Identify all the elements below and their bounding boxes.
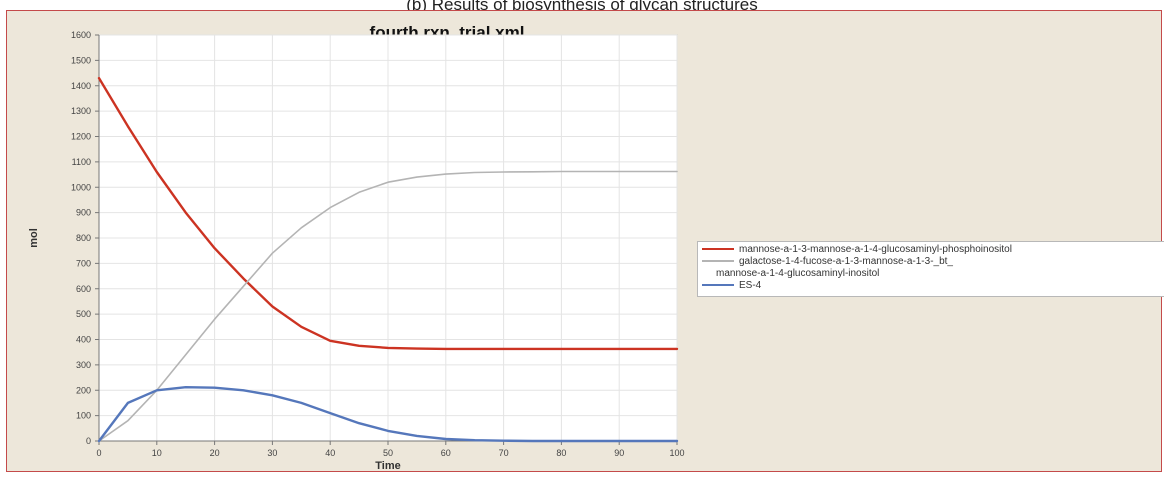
x-tick-label: 70 [499, 448, 509, 458]
x-tick-label: 30 [267, 448, 277, 458]
x-tick-label: 90 [614, 448, 624, 458]
x-tick-label: 10 [152, 448, 162, 458]
x-tick-label: 100 [669, 448, 684, 458]
y-tick-label: 1500 [71, 55, 91, 65]
chart-frame: fourth rxn_trial.xml 0 10 20 30 40 50 60 70 80 90… [6, 10, 1164, 472]
y-tick-label: 500 [76, 309, 91, 319]
figure-caption: (b) Results of biosynthesis of glycan st… [406, 0, 758, 10]
x-tick-label: 20 [210, 448, 220, 458]
legend-item-3: ES-4 [702, 280, 761, 292]
legend-item-1: mannose-a-1-3-mannose-a-1-4-glucosaminyl… [702, 244, 1012, 256]
y-tick-label: 400 [76, 335, 91, 345]
x-tick-label: 60 [441, 448, 451, 458]
x-tick-label: 50 [383, 448, 393, 458]
x-axis-title: Time [375, 460, 400, 472]
y-tick-label: 1300 [71, 106, 91, 116]
y-tick-label: 200 [76, 385, 91, 395]
legend-label-2-continued: mannose-a-1-4-glucosaminyl-inositol [716, 268, 880, 279]
y-tick-label: 1000 [71, 182, 91, 192]
y-tick-label: 1400 [71, 81, 91, 91]
x-tick-label: 0 [96, 448, 101, 458]
y-tick-label: 1100 [72, 157, 91, 167]
y-axis-title: mol [28, 228, 40, 248]
y-tick-label: 800 [76, 233, 91, 243]
series-lines [97, 76, 679, 443]
legend-swatch-red [702, 248, 734, 251]
series-line-2 [98, 170, 678, 442]
axis-labels: 0 10 20 30 40 50 60 70 80 90 100010020030040050060… [28, 30, 685, 472]
legend-label-2: galactose-1-4-fucose-a-1-3-mannose-a-1-3… [739, 256, 953, 267]
legend-swatch-blue [702, 284, 734, 287]
y-tick-label: 0 [86, 436, 91, 446]
legend-label-1: mannose-a-1-3-mannose-a-1-4-glucosaminyl… [739, 244, 1012, 255]
x-tick-label: 40 [325, 448, 335, 458]
y-tick-label: 300 [76, 360, 91, 370]
y-tick-label: 700 [76, 258, 91, 268]
series-line-3 [97, 386, 679, 443]
series-line-1 [97, 76, 679, 351]
x-tick-label: 80 [556, 448, 566, 458]
plot-svg: 0 10 20 30 40 50 60 70 80 90 100010020030040050060… [28, 30, 685, 472]
y-tick-label: 900 [76, 208, 91, 218]
legend-label-3: ES-4 [739, 280, 762, 291]
legend-swatch-gray [702, 260, 734, 263]
legend: mannose-a-1-3-mannose-a-1-4-glucosaminyl… [697, 241, 1164, 297]
legend-item-2: galactose-1-4-fucose-a-1-3-mannose-a-1-3… [702, 256, 953, 268]
y-tick-label: 600 [76, 284, 91, 294]
y-tick-label: 100 [76, 411, 91, 421]
y-tick-label: 1600 [71, 30, 91, 40]
y-tick-label: 1200 [71, 132, 91, 142]
